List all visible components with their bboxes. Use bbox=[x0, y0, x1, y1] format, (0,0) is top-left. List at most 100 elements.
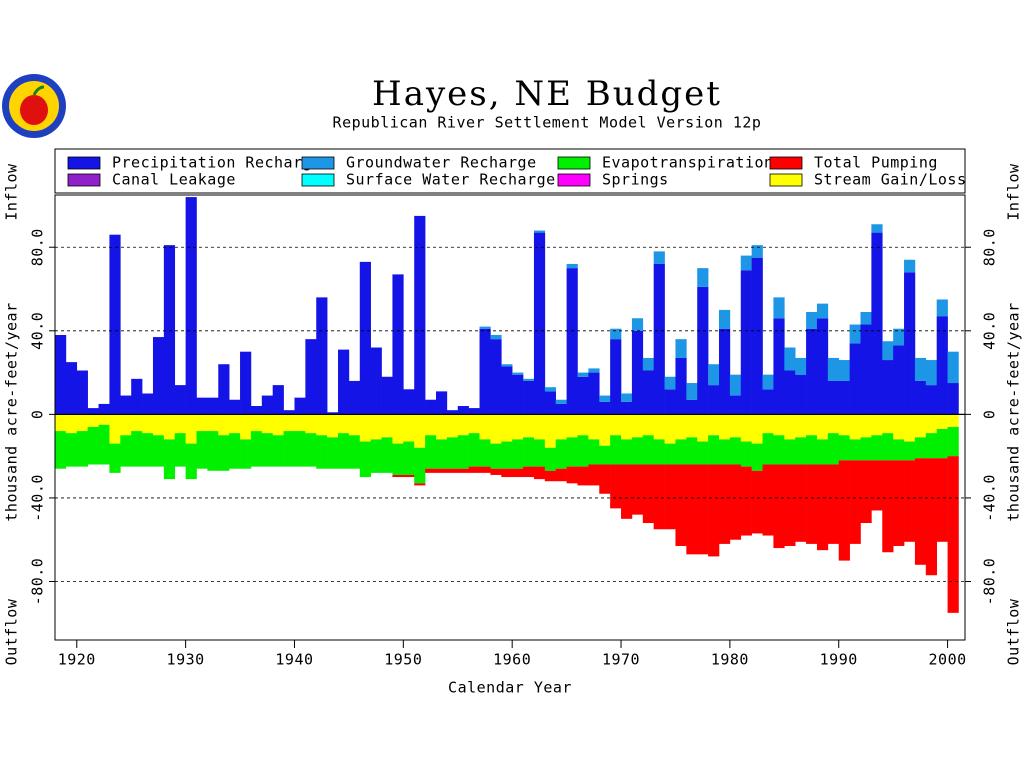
y-tick-label: 40.0 bbox=[29, 312, 47, 350]
bar-segment bbox=[457, 468, 469, 473]
bar-segment bbox=[718, 464, 731, 544]
bar-segment bbox=[555, 439, 567, 469]
bar-segment bbox=[479, 328, 491, 415]
legend-swatch bbox=[67, 156, 101, 170]
bar-segment bbox=[577, 372, 589, 377]
bar-segment bbox=[773, 318, 785, 415]
bar-segment bbox=[120, 414, 132, 436]
y-tick-label: -80.0 bbox=[29, 558, 47, 606]
bar-segment bbox=[610, 464, 622, 509]
bar-segment bbox=[185, 443, 197, 480]
y2-tick-label: -80.0 bbox=[981, 558, 999, 606]
bar-segment bbox=[523, 466, 535, 478]
bar-segment bbox=[446, 414, 459, 438]
bar-segment bbox=[566, 466, 578, 484]
y2-axis-title: thousand acre-feet/year bbox=[1005, 302, 1023, 521]
bar-segment bbox=[533, 230, 546, 233]
bar-segment bbox=[142, 414, 154, 434]
bar-segment bbox=[588, 368, 600, 373]
bar-segment bbox=[947, 426, 959, 457]
bar-segment bbox=[827, 414, 840, 434]
bar-segment bbox=[512, 374, 524, 415]
bar-segment bbox=[479, 466, 491, 473]
bar-segment bbox=[523, 414, 535, 438]
bar-segment bbox=[403, 414, 415, 442]
bar-segment bbox=[87, 414, 99, 427]
bar-segment bbox=[838, 360, 850, 381]
bar-segment bbox=[446, 437, 459, 469]
bar-segment bbox=[664, 443, 676, 465]
bar-segment bbox=[240, 351, 252, 415]
bar-segment bbox=[827, 464, 840, 544]
bar-segment bbox=[490, 443, 502, 469]
bar-segment bbox=[544, 387, 557, 392]
bar-segment bbox=[718, 414, 731, 440]
bar-segment bbox=[544, 391, 557, 415]
bar-segment bbox=[708, 364, 720, 386]
bar-segment bbox=[533, 232, 546, 415]
bar-segment bbox=[936, 316, 948, 415]
bar-segment bbox=[947, 351, 959, 384]
bar-segment bbox=[718, 439, 731, 465]
bar-segment bbox=[327, 412, 339, 415]
bar-segment bbox=[479, 326, 491, 329]
bar-segment bbox=[207, 431, 219, 471]
bar-segment bbox=[664, 389, 676, 415]
bar-segment bbox=[773, 414, 785, 436]
bar-segment bbox=[599, 445, 611, 465]
inflow-label: Inflow bbox=[3, 163, 21, 221]
bar-segment bbox=[882, 460, 894, 553]
bar-segment bbox=[664, 376, 676, 390]
bar-segment bbox=[87, 408, 99, 415]
legend-swatch bbox=[301, 156, 335, 170]
bar-segment bbox=[914, 458, 927, 565]
bar-segment bbox=[523, 437, 535, 467]
bar-segment bbox=[860, 437, 872, 461]
bar-segment bbox=[392, 474, 404, 478]
bar-segment bbox=[838, 435, 850, 461]
bar-segment bbox=[653, 414, 665, 440]
bar-segment bbox=[207, 414, 219, 432]
bar-segment bbox=[718, 328, 731, 415]
logo bbox=[2, 74, 66, 138]
bar-segment bbox=[523, 378, 535, 381]
bar-segment bbox=[544, 447, 557, 471]
bar-segment bbox=[860, 460, 872, 524]
bar-segment bbox=[588, 372, 600, 415]
bar-segment bbox=[359, 414, 371, 442]
bar-segment bbox=[479, 414, 491, 440]
bar-segment bbox=[218, 435, 230, 471]
bar-segment bbox=[740, 255, 752, 271]
bar-segment bbox=[370, 414, 382, 440]
bar-segment bbox=[283, 431, 295, 467]
bar-segment bbox=[708, 435, 720, 465]
bar-segment bbox=[152, 435, 165, 467]
bar-segment bbox=[305, 339, 317, 415]
bar-segment bbox=[109, 414, 121, 444]
bar-segment bbox=[904, 414, 916, 442]
bar-segment bbox=[806, 328, 818, 415]
bar-segment bbox=[414, 447, 426, 484]
bar-segment bbox=[664, 414, 676, 444]
bar-segment bbox=[642, 435, 654, 465]
bar-segment bbox=[631, 330, 644, 415]
legend-swatch bbox=[67, 173, 101, 187]
bar-segment bbox=[490, 334, 502, 340]
bar-segment bbox=[414, 483, 426, 486]
bar-segment bbox=[816, 303, 829, 319]
x-tick-label: 1920 bbox=[58, 651, 96, 669]
bar-segment bbox=[174, 385, 186, 415]
bar-segment bbox=[435, 468, 448, 473]
bar-segment bbox=[936, 428, 948, 459]
bar-segment bbox=[425, 399, 437, 415]
legend-swatch bbox=[769, 156, 803, 170]
bar-segment bbox=[316, 435, 328, 469]
bar-segment bbox=[784, 347, 796, 371]
y-axis-title: thousand acre-feet/year bbox=[3, 302, 21, 521]
bar-segment bbox=[925, 458, 937, 576]
bar-segment bbox=[131, 431, 143, 467]
bar-segment bbox=[751, 443, 763, 471]
bar-segment bbox=[816, 464, 829, 551]
bar-segment bbox=[936, 458, 948, 542]
bar-segment bbox=[174, 414, 186, 434]
